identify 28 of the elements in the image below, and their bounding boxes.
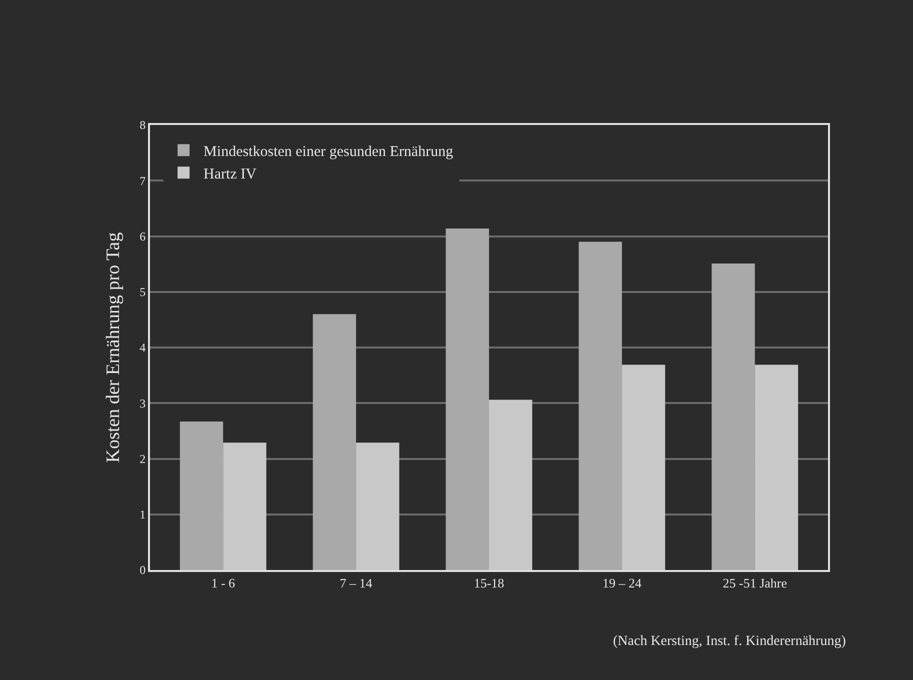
y-tick-label: 0 bbox=[140, 563, 146, 578]
text: (Nach Kersting, Inst. f. Kinderernährung) bbox=[613, 634, 846, 649]
bar bbox=[356, 442, 400, 570]
y-tick-label: 5 bbox=[140, 285, 146, 300]
bar bbox=[180, 421, 224, 570]
bar bbox=[312, 314, 356, 570]
y-tick-label: 2 bbox=[140, 452, 146, 466]
bar bbox=[754, 364, 798, 570]
y-tick-label: 4 bbox=[140, 340, 146, 355]
x-tick-label: 19 – 24 bbox=[602, 576, 642, 591]
x-tick-label: 25 -51 Jahre bbox=[722, 576, 788, 591]
bar bbox=[223, 442, 266, 570]
x-tick-label: 7 – 14 bbox=[340, 576, 373, 591]
bar bbox=[446, 228, 489, 570]
y-tick-label: 1 bbox=[140, 508, 146, 522]
legend-label: Mindestkosten einer gesunden Ernährung bbox=[204, 144, 454, 160]
x-tick-label: 1 - 6 bbox=[211, 576, 236, 591]
bar bbox=[489, 400, 532, 570]
x-tick-label: 15-18 bbox=[474, 576, 504, 591]
bar bbox=[622, 364, 666, 570]
bar bbox=[578, 242, 622, 570]
y-tick-label: 7 bbox=[140, 174, 146, 188]
y-tick-label: 8 bbox=[140, 118, 146, 132]
y-tick-label: 3 bbox=[140, 396, 146, 410]
y-axis-title: Kosten der Ernährung pro Tag bbox=[102, 232, 124, 463]
legend-label: Hartz IV bbox=[204, 166, 257, 182]
y-tick-label: 6 bbox=[140, 229, 146, 244]
bar bbox=[712, 264, 755, 570]
